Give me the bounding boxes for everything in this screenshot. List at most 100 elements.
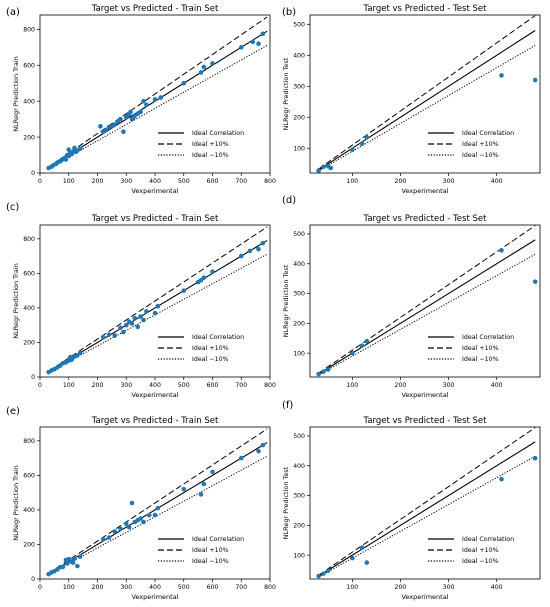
data-point	[201, 481, 207, 487]
x-axis-label: Vexperimental	[401, 187, 448, 195]
data-point	[210, 469, 215, 475]
y-tick-label: 600	[23, 62, 35, 69]
data-point	[70, 560, 76, 565]
x-tick-label: 500	[178, 584, 190, 591]
panel-label: (f)	[282, 400, 293, 411]
axes-frame	[309, 14, 541, 174]
x-tick-label: 300	[443, 382, 455, 389]
data-point	[499, 476, 504, 482]
data-point	[75, 563, 80, 569]
legend: Ideal Correlation Ideal +10% Ideal −10%	[158, 130, 244, 159]
panel-label: (e)	[6, 406, 20, 417]
chart-title: Target vs Predicted - Train Set	[91, 4, 219, 14]
data-point	[135, 324, 141, 330]
data-point	[128, 109, 133, 115]
data-point	[141, 317, 146, 323]
y-tick-label: 500	[293, 231, 305, 238]
x-tick-label: 300	[443, 178, 455, 185]
chart-panel-4: (d) Target vs Predicted - Test Set 100 200 3…	[282, 195, 541, 399]
y-axis-label: NLRegr Prediction Test	[282, 57, 290, 130]
x-axis-label: Vexperimental	[131, 187, 178, 195]
y-tick-label: 400	[293, 463, 305, 470]
ideal-minus-10-line	[318, 253, 536, 376]
y-axis-label: NLRegr Prediction Test	[282, 466, 290, 539]
chart-title: Target vs Predicted - Train Set	[91, 214, 219, 224]
y-tick-label: 300	[293, 493, 305, 500]
data-point	[112, 122, 118, 127]
data-point	[364, 135, 370, 140]
data-point	[532, 77, 538, 83]
y-tick-label: 100	[293, 350, 305, 357]
x-tick-label: 300	[443, 584, 455, 591]
data-point	[256, 41, 261, 47]
x-tick-label: 200	[92, 382, 104, 389]
data-point	[210, 269, 215, 274]
y-axis-label: NLRegr Prediction Train	[12, 263, 20, 339]
data-point	[364, 560, 370, 565]
data-point	[106, 332, 112, 337]
data-point	[238, 455, 244, 461]
data-point	[532, 455, 538, 461]
chart-title: Target vs Predicted - Train Set	[91, 416, 219, 426]
y-axis-label: NLRegr Prediction Train	[12, 465, 20, 541]
chart-panel-5: (e) Target vs Predicted - Train Set 0 100 20…	[6, 406, 276, 601]
axes-frame	[309, 426, 541, 580]
y-tick-label: 800	[23, 27, 35, 34]
x-tick-label: 200	[395, 382, 407, 389]
data-point	[69, 357, 74, 363]
data-point	[141, 519, 146, 525]
ideal-plus-10-line	[48, 428, 268, 574]
x-tick-label: 700	[235, 178, 247, 185]
panel-label: (c)	[6, 202, 19, 213]
data-point	[325, 367, 331, 372]
x-tick-label: 600	[207, 382, 219, 389]
data-point	[350, 350, 355, 356]
x-tick-label: 600	[207, 178, 219, 185]
legend: Ideal Correlation Ideal +10% Ideal −10%	[158, 536, 244, 565]
legend-label: Ideal +10%	[192, 547, 229, 554]
legend-label: Ideal +10%	[192, 345, 229, 352]
y-tick-label: 600	[23, 473, 35, 480]
data-point	[98, 124, 103, 129]
x-tick-label: 500	[178, 178, 190, 185]
y-tick-label: 200	[293, 321, 305, 328]
data-point	[260, 240, 266, 246]
legend: Ideal Correlation Ideal +10% Ideal −10%	[428, 130, 514, 159]
ideal-minus-10-line	[48, 455, 268, 575]
ideal-plus-10-line	[318, 427, 536, 576]
data-point	[256, 448, 261, 454]
legend-label: Ideal Correlation	[462, 536, 514, 543]
data-point	[250, 39, 256, 45]
y-tick-label: 400	[293, 261, 305, 268]
data-point	[118, 325, 123, 331]
ideal-correlation-line	[318, 30, 536, 171]
data-point	[155, 303, 161, 309]
x-tick-label: 800	[264, 178, 276, 185]
data-point	[152, 310, 158, 316]
x-tick-label: 400	[149, 178, 161, 185]
x-tick-label: 700	[235, 584, 247, 591]
chart-panel-6: (f) Target vs Predicted - Test Set 100 200 3…	[282, 400, 541, 601]
data-point	[72, 145, 77, 151]
x-tick-label: 800	[264, 382, 276, 389]
legend-label: Ideal +10%	[192, 141, 229, 148]
chart-title: Target vs Predicted - Test Set	[363, 416, 488, 426]
data-point	[138, 314, 143, 319]
y-tick-label: 200	[293, 523, 305, 530]
data-point	[121, 329, 126, 335]
data-point	[129, 500, 135, 506]
data-point	[359, 343, 365, 349]
legend-label: Ideal −10%	[462, 558, 499, 565]
x-axis-label: Vexperimental	[401, 593, 448, 601]
y-tick-label: 0	[31, 576, 35, 583]
data-point	[499, 248, 504, 253]
x-tick-label: 200	[395, 584, 407, 591]
data-point	[181, 80, 187, 86]
x-axis-label: Vexperimental	[401, 391, 448, 399]
x-tick-label: 0	[38, 178, 42, 185]
y-tick-label: 200	[23, 542, 35, 549]
legend: Ideal Correlation Ideal +10% Ideal −10%	[158, 334, 244, 363]
x-tick-label: 500	[178, 382, 190, 389]
y-tick-label: 800	[23, 236, 35, 243]
